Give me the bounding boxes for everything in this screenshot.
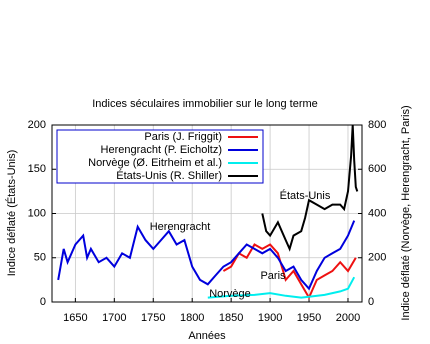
y-axis-label: Indice déflaté (États-Unis) (5, 150, 18, 277)
y2-axis-label: Indice déflaté (Norvège, Herengracht, Pa… (400, 105, 412, 320)
legend-label: Norvège (Ø. Eitrheim et al.) (88, 157, 222, 169)
annotation: États-Unis (280, 189, 331, 202)
x-tick-label: 1700 (102, 312, 126, 324)
y2-tick-label: 400 (368, 207, 386, 219)
series-line (222, 243, 357, 300)
legend-box (56, 129, 264, 184)
x-tick-label: 1850 (219, 312, 243, 324)
y-tick-label: 100 (28, 207, 46, 219)
chart-title: Indices séculaires immobilier sur le lon… (92, 98, 318, 110)
x-tick-label: 2000 (336, 312, 360, 324)
y-tick-label: 200 (28, 119, 46, 131)
annotation: Norvège (209, 288, 251, 300)
x-tick-label: 1750 (141, 312, 165, 324)
x-tick-label: 1650 (63, 312, 87, 324)
x-tick-label: 1900 (258, 312, 282, 324)
series-line (207, 276, 356, 299)
y-tick-label: 150 (28, 163, 46, 175)
y2-tick-label: 600 (368, 163, 386, 175)
y2-tick-label: 0 (368, 296, 374, 308)
x-tick-label: 1950 (297, 312, 321, 324)
y2-tick-label: 200 (368, 252, 386, 264)
series-line (261, 124, 359, 252)
series-line (57, 220, 356, 291)
annotation: Paris (260, 270, 286, 282)
y-tick-label: 0 (40, 296, 46, 308)
x-tick-label: 1800 (180, 312, 204, 324)
y-tick-label: 50 (34, 252, 46, 264)
legend-label: Herengracht (P. Eicholtz) (101, 144, 222, 156)
legend-label: États-Unis (R. Shiller) (116, 169, 222, 182)
x-axis-label: Années (188, 330, 226, 342)
annotation: Herengracht (150, 221, 211, 233)
legend-label: Paris (J. Friggit) (144, 131, 222, 143)
plot-frame (51, 124, 363, 303)
y2-tick-label: 800 (368, 119, 386, 131)
